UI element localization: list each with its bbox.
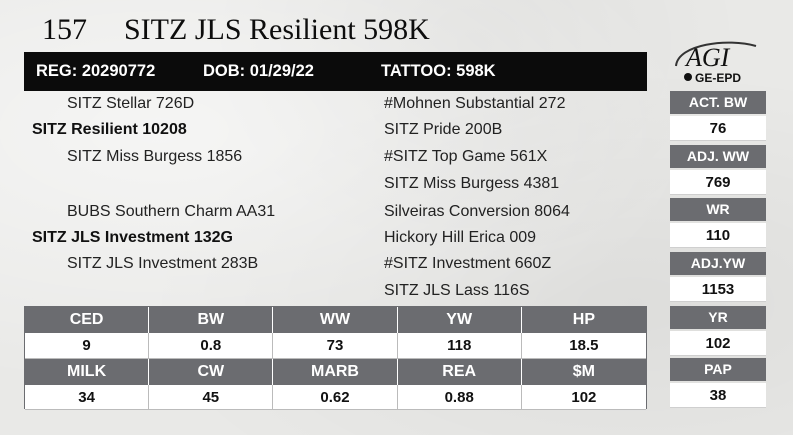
- birth-date: DOB: 01/29/22: [203, 62, 314, 80]
- reg-number: REG: 20290772: [36, 62, 156, 80]
- dam-sire: BUBS Southern Charm AA31: [67, 203, 276, 220]
- perf-value: 102: [670, 331, 766, 356]
- perf-value: 1153: [670, 277, 766, 302]
- pedigree-right-line: Hickory Hill Erica 009: [384, 229, 537, 246]
- epd-value: 45: [149, 385, 274, 410]
- dam: SITZ JLS Investment 132G: [32, 229, 233, 246]
- pedigree-right-line: SITZ Miss Burgess 4381: [384, 175, 560, 192]
- pedigree-right-line: #SITZ Top Game 561X: [384, 148, 548, 165]
- sire: SITZ Resilient 10208: [32, 121, 187, 138]
- epd-header: MARB: [273, 359, 398, 385]
- epd-value: 0.88: [397, 385, 522, 410]
- epd-header: REA: [397, 359, 522, 385]
- epd-value: 9: [25, 333, 150, 359]
- perf-label: WR: [670, 198, 766, 221]
- epd-value: 0.62: [273, 385, 398, 410]
- epd-value: 118: [397, 333, 522, 359]
- tattoo: TATTOO: 598K: [381, 62, 496, 80]
- epd-header: CED: [25, 307, 150, 333]
- animal-name: SITZ JLS Resilient 598K: [124, 13, 430, 46]
- perf-label: ADJ.YW: [670, 252, 766, 275]
- pedigree-right-line: #Mohnen Substantial 272: [384, 95, 566, 112]
- lot-number: 157: [42, 13, 87, 46]
- perf-value: 769: [670, 170, 766, 195]
- lot-title: 157 SITZ JLS Resilient 598K: [42, 10, 430, 50]
- perf-label: ADJ. WW: [670, 145, 766, 168]
- epd-header: HP: [521, 307, 646, 333]
- perf-value: 38: [670, 383, 766, 408]
- pedigree-right-line: Silveiras Conversion 8064: [384, 203, 570, 220]
- perf-label: YR: [670, 306, 766, 329]
- epd-header: $M: [521, 359, 646, 385]
- sire-dam: SITZ Miss Burgess 1856: [67, 148, 243, 165]
- logo-subtext: GE-EPD: [695, 71, 741, 85]
- sire-sire: SITZ Stellar 726D: [67, 95, 195, 112]
- pedigree-right-line: SITZ Pride 200B: [384, 121, 503, 138]
- perf-label: ACT. BW: [670, 91, 766, 114]
- epd-header: BW: [149, 307, 274, 333]
- agi-logo: AGI GE-EPD: [675, 41, 757, 85]
- epd-header: YW: [397, 307, 522, 333]
- perf-label: PAP: [670, 358, 766, 381]
- epd-value: 0.8: [149, 333, 274, 359]
- registration-bar: REG: 20290772 DOB: 01/29/22 TATTOO: 598K: [24, 52, 647, 91]
- epd-value: 102: [521, 385, 646, 410]
- epd-header: CW: [149, 359, 274, 385]
- pedigree-right-line: #SITZ Investment 660Z: [384, 255, 552, 272]
- epd-table: CED BW WW YW HP 9 0.8 73 118 18.5 MILK C…: [24, 306, 647, 410]
- epd-header: MILK: [25, 359, 150, 385]
- dam-dam: SITZ JLS Investment 283B: [67, 255, 259, 272]
- perf-value: 76: [670, 116, 766, 141]
- epd-header: WW: [273, 307, 398, 333]
- epd-value: 73: [273, 333, 398, 359]
- logo-text: AGI: [684, 43, 731, 72]
- epd-value: 34: [25, 385, 150, 410]
- pedigree-right-line: SITZ JLS Lass 116S: [384, 282, 530, 299]
- perf-value: 110: [670, 223, 766, 248]
- epd-value: 18.5: [521, 333, 646, 359]
